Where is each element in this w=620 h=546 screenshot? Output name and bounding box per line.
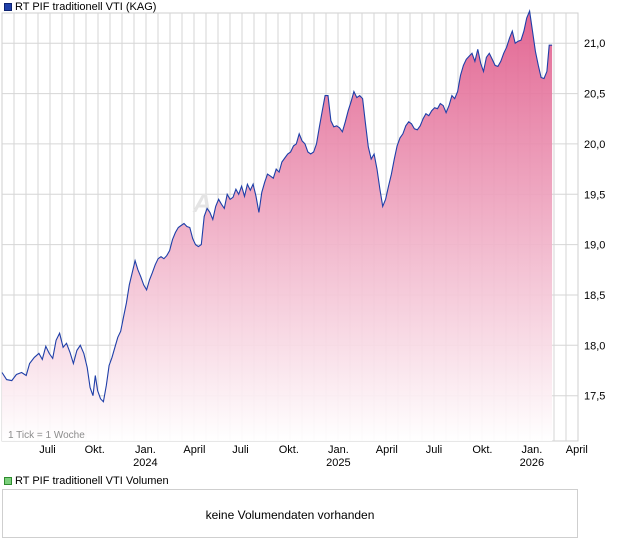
y-axis-labels: 17,5 18,0 18,5 19,0 19,5 20,0 20,5 21,0: [584, 38, 605, 403]
series-swatch-icon: [4, 3, 12, 11]
volume-swatch-icon: [4, 477, 12, 485]
x-tick-label: Juli: [426, 444, 443, 456]
x-tick-label: Okt.: [85, 444, 105, 456]
x-tick-label: Jan.: [522, 444, 543, 456]
y-tick-label: 19,5: [584, 189, 605, 201]
main-series-legend: RT PIF traditionell VTI (KAG): [4, 1, 156, 13]
volume-legend: RT PIF traditionell VTI Volumen: [4, 475, 169, 487]
volume-series-name: RT PIF traditionell VTI Volumen: [15, 475, 169, 487]
volume-empty-message: keine Volumendaten vorhanden: [205, 508, 375, 522]
x-tick-label: Jan.: [328, 444, 349, 456]
x-tick-label: April: [376, 444, 398, 456]
x-tick-label: Okt.: [472, 444, 492, 456]
x-tick-label: Juli: [39, 444, 56, 456]
tick-interval-note: 1 Tick = 1 Woche: [8, 430, 85, 441]
price-area-fill: [2, 11, 553, 441]
x-year-label: 2024: [133, 457, 157, 469]
y-tick-label: 17,5: [584, 391, 605, 403]
y-tick-label: 21,0: [584, 38, 605, 50]
main-series-name: RT PIF traditionell VTI (KAG): [15, 1, 157, 13]
y-tick-label: 18,5: [584, 290, 605, 302]
x-year-label: 2025: [326, 457, 350, 469]
price-line: [1, 8, 553, 403]
x-tick-label: Okt.: [279, 444, 299, 456]
x-tick-label: Juli: [232, 444, 249, 456]
y-tick-label: 19,0: [584, 240, 605, 252]
x-year-label: 2026: [520, 457, 544, 469]
price-chart: A 17,518,018,519,019,520,020,521,0 Juli O…: [1, 8, 605, 469]
y-tick-label: 18,0: [584, 340, 605, 352]
x-tick-label: April: [566, 444, 588, 456]
x-tick-label: Jan.: [135, 444, 156, 456]
y-tick-label: 20,5: [584, 89, 605, 101]
volume-panel: keine Volumendaten vorhanden: [2, 489, 578, 538]
y-tick-label: 20,0: [584, 139, 605, 151]
x-tick-label: April: [183, 444, 205, 456]
